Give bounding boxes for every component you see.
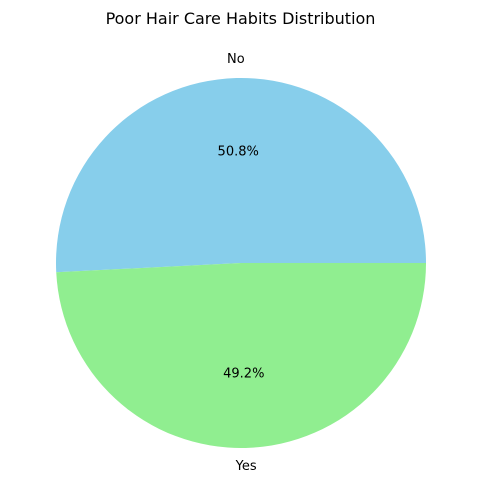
percent-label-yes: 49.2% xyxy=(223,366,264,381)
pie-slices xyxy=(55,77,426,448)
pie-slice-no xyxy=(55,77,426,273)
pie-labels: No 50.8% Yes 49.2% xyxy=(218,52,265,474)
pie-slice-yes xyxy=(56,263,426,448)
chart-title: Poor Hair Care Habits Distribution xyxy=(106,9,376,28)
slice-label-yes: Yes xyxy=(235,459,257,474)
slice-label-no: No xyxy=(227,52,245,67)
percent-label-no: 50.8% xyxy=(218,145,259,160)
